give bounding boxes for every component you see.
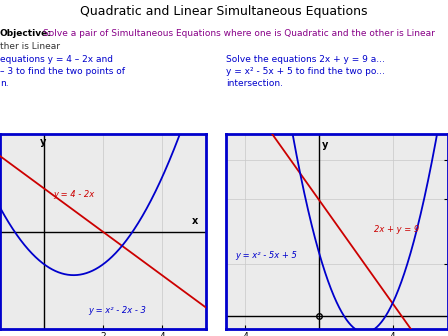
Text: Quadratic and Linear Simultaneous Equations: Quadratic and Linear Simultaneous Equati…: [80, 5, 368, 18]
Text: Solve the equations 2x + y = 9 a...: Solve the equations 2x + y = 9 a...: [226, 55, 385, 65]
Text: ther is Linear: ther is Linear: [0, 42, 60, 51]
Text: y: y: [39, 137, 46, 147]
Text: y = x² - 2x - 3: y = x² - 2x - 3: [88, 306, 146, 315]
Text: intersection.: intersection.: [226, 79, 283, 88]
Text: y: y: [323, 140, 329, 150]
Text: y = x² - 5x + 5 to find the two po...: y = x² - 5x + 5 to find the two po...: [226, 67, 385, 76]
Text: x: x: [192, 216, 198, 226]
Text: y = x² - 5x + 5: y = x² - 5x + 5: [236, 251, 297, 260]
Text: n.: n.: [0, 79, 9, 88]
Text: Objective:: Objective:: [0, 29, 52, 38]
Text: 2x + y = 9: 2x + y = 9: [374, 225, 419, 234]
Text: Solve a pair of Simultaneous Equations where one is Quadratic and the other is L: Solve a pair of Simultaneous Equations w…: [43, 29, 435, 38]
Text: equations y = 4 – 2x and: equations y = 4 – 2x and: [0, 55, 113, 65]
Text: – 3 to find the two points of: – 3 to find the two points of: [0, 67, 125, 76]
Text: y = 4 - 2x: y = 4 - 2x: [53, 190, 94, 199]
